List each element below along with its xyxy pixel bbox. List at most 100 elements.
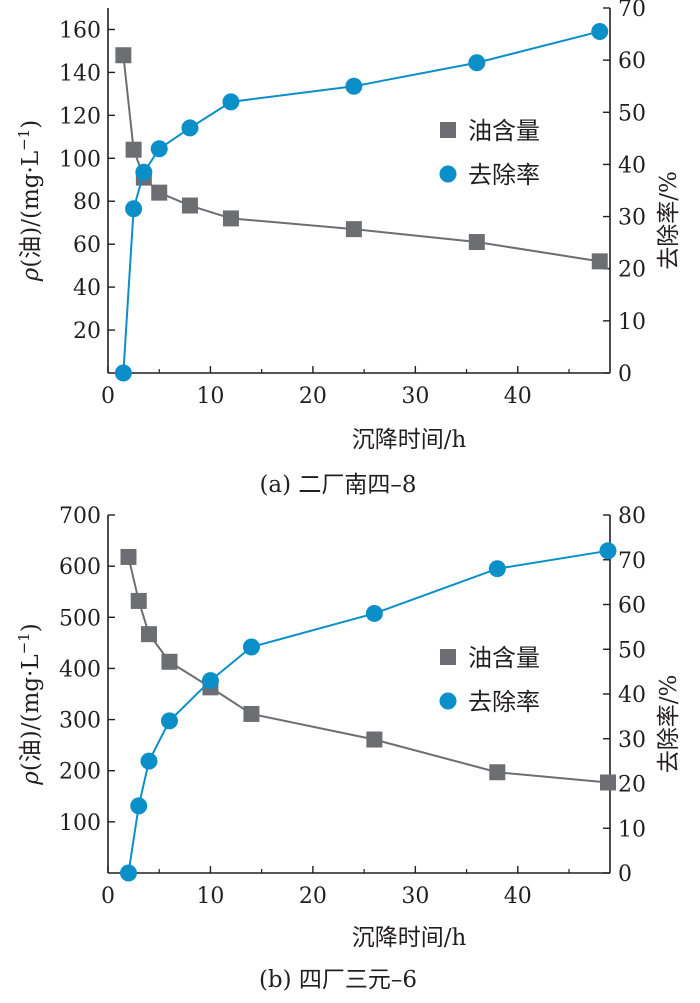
- y-left-tick-label: 600: [59, 555, 101, 580]
- removal-rate-marker: [591, 22, 609, 40]
- y-right-tick-label: 10: [618, 310, 646, 335]
- x-tick-label: 10: [196, 384, 224, 409]
- y-right-tick-label: 40: [618, 683, 646, 708]
- removal-rate-marker: [140, 752, 158, 770]
- removal-rate-marker: [242, 638, 260, 656]
- y-right-tick-label: 60: [618, 594, 646, 619]
- oil-content-marker: [140, 626, 157, 643]
- legend-oil-marker: [440, 649, 456, 665]
- legend-removal-marker: [439, 692, 457, 710]
- y-right-axis-label: 去除率/%: [656, 171, 682, 270]
- y-left-label-close: ): [18, 623, 44, 632]
- x-tick-label: 40: [504, 384, 532, 409]
- removal-rate-marker: [130, 797, 148, 815]
- y-left-tick-label: 700: [59, 504, 101, 529]
- legend-label: 去除率: [468, 161, 540, 189]
- removal-rate-marker: [125, 200, 143, 218]
- y-left-tick-label: 200: [59, 760, 101, 785]
- y-left-label-sup: −1: [15, 129, 33, 151]
- x-axis-label: 沉降时间/h: [352, 427, 467, 453]
- x-tick-label: 10: [196, 884, 224, 909]
- chart-caption: (b) 四厂三元–6: [259, 967, 417, 993]
- oil-content-marker: [243, 705, 260, 722]
- y-left-label-sup: −1: [15, 632, 33, 654]
- oil-content-marker: [222, 210, 239, 227]
- oil-content-marker: [345, 221, 362, 238]
- x-axis-label: 沉降时间/h: [352, 925, 467, 951]
- y-left-label-text: (油)/(mg·L: [18, 151, 44, 268]
- legend-label: 油含量: [468, 117, 540, 145]
- chart-b: 0 10 20 30 40 100 200 300 400 500 600 700 0 10 20 30 40 5…: [15, 504, 682, 993]
- removal-rate-marker: [201, 672, 219, 690]
- chart-caption: (a) 二厂南四–8: [259, 472, 416, 498]
- y-left-tick-label: 120: [59, 104, 101, 129]
- removal-rate-marker: [181, 119, 199, 137]
- y-left-tick-label: 20: [73, 319, 101, 344]
- y-right-tick-label: 50: [618, 101, 646, 126]
- x-tick-label: 0: [101, 884, 115, 909]
- chart-a: 0 10 20 30 40 20 40 60 80 100 120 140 160 0 10 20 30 40 50…: [15, 0, 682, 498]
- oil-content-marker: [120, 548, 137, 565]
- oil-content-marker: [366, 731, 383, 748]
- y-right-tick-label: 0: [618, 862, 632, 887]
- oil-content-marker: [468, 234, 485, 251]
- oil-content-marker: [125, 141, 142, 158]
- y-left-label-symbol: ρ: [18, 771, 44, 786]
- removal-rate-marker: [160, 712, 178, 730]
- removal-rate-marker: [345, 77, 363, 95]
- y-left-tick-label: 300: [59, 709, 101, 734]
- y-left-tick-label: 100: [59, 147, 101, 172]
- y-right-tick-label: 20: [618, 258, 646, 283]
- y-right-tick-label: 20: [618, 773, 646, 798]
- y-left-tick-label: 60: [73, 233, 101, 258]
- legend-oil-marker: [440, 122, 456, 138]
- y-right-tick-label: 0: [618, 362, 632, 387]
- removal-rate-marker: [599, 542, 617, 560]
- removal-rate-marker: [488, 560, 506, 578]
- y-left-tick-label: 140: [59, 61, 101, 86]
- oil-content-marker: [591, 253, 608, 270]
- y-left-label-close: ): [18, 120, 44, 129]
- oil-content-marker: [600, 774, 616, 791]
- y-left-axis-label: ρ(油)/(mg·L−1): [15, 623, 44, 785]
- x-tick-label: 40: [504, 884, 532, 909]
- removal-rate-marker: [114, 364, 132, 382]
- legend-removal-marker: [439, 165, 457, 183]
- y-left-tick-label: 160: [59, 18, 101, 43]
- x-tick-label: 0: [101, 384, 115, 409]
- oil-content-marker: [151, 184, 168, 201]
- oil-content-marker: [161, 653, 178, 670]
- y-right-tick-label: 70: [618, 0, 646, 22]
- removal-rate-marker: [150, 140, 168, 158]
- y-right-tick-label: 10: [618, 817, 646, 842]
- y-right-tick-label: 60: [618, 49, 646, 74]
- oil-content-marker: [115, 47, 132, 64]
- oil-content-marker: [130, 592, 147, 609]
- y-left-tick-label: 400: [59, 657, 101, 682]
- y-left-tick-label: 80: [73, 190, 101, 215]
- x-tick-label: 30: [401, 384, 429, 409]
- oil-content-marker: [489, 764, 506, 781]
- y-right-axis-label: 去除率/%: [656, 675, 682, 774]
- removal-rate-marker: [468, 54, 486, 72]
- x-tick-label: 30: [401, 884, 429, 909]
- y-right-tick-label: 70: [618, 549, 646, 574]
- y-right-tick-label: 80: [618, 504, 646, 529]
- y-right-tick-label: 30: [618, 728, 646, 753]
- x-tick-label: 20: [299, 384, 327, 409]
- y-left-tick-label: 40: [73, 276, 101, 301]
- legend-label: 油含量: [468, 644, 540, 672]
- y-left-tick-label: 100: [59, 811, 101, 836]
- y-left-label-symbol: ρ: [18, 267, 44, 282]
- y-right-tick-label: 50: [618, 638, 646, 663]
- x-tick-label: 20: [299, 884, 327, 909]
- removal-rate-marker: [119, 864, 137, 882]
- removal-rate-marker: [135, 163, 153, 181]
- legend-label: 去除率: [468, 688, 540, 716]
- removal-rate-marker: [365, 604, 383, 622]
- y-left-label-text: (油)/(mg·L: [18, 654, 44, 771]
- oil-content-marker: [181, 197, 198, 214]
- y-left-tick-label: 500: [59, 606, 101, 631]
- y-right-tick-label: 30: [618, 206, 646, 231]
